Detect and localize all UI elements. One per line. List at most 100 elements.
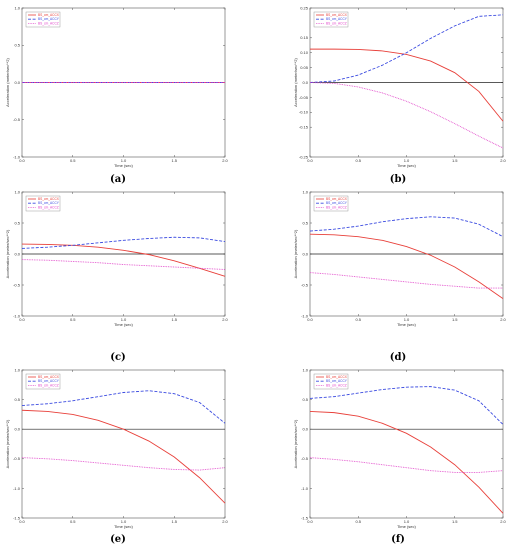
y-tick-label: 0.25 bbox=[300, 5, 309, 10]
x-axis-label: Time (sec) bbox=[114, 322, 133, 327]
x-tick-label: 1.5 bbox=[452, 317, 458, 322]
plot-frame bbox=[21, 369, 226, 519]
legend-box bbox=[313, 11, 349, 28]
legend-label: BS_cm_ACCX bbox=[38, 13, 60, 17]
x-tick-label: 2.0 bbox=[222, 317, 228, 322]
y-axis-label: Acceleration (meter/sec**2) bbox=[5, 419, 10, 468]
legend-label: BS_cm_ACCZ bbox=[326, 21, 347, 25]
series-line bbox=[309, 233, 504, 300]
panel-caption: (e) bbox=[110, 534, 126, 545]
legend-label: BS_cm_ACCY bbox=[38, 201, 60, 205]
y-tick-label: 0.5 bbox=[14, 220, 20, 225]
y-tick-label: 0.5 bbox=[302, 397, 308, 402]
legend-label: BS_cm_ACCX bbox=[38, 375, 60, 379]
x-axis-label: Time (sec) bbox=[114, 524, 133, 529]
legend-label: BS_cm_ACCX bbox=[326, 13, 348, 17]
x-tick-label: 1.0 bbox=[404, 317, 410, 322]
series-line bbox=[309, 457, 504, 473]
y-tick-label: -0.5 bbox=[13, 117, 21, 122]
x-tick-label: 0.0 bbox=[19, 158, 25, 163]
x-tick-label: 0.0 bbox=[19, 317, 25, 322]
x-tick-label: 0.5 bbox=[355, 317, 361, 322]
panel-caption: (d) bbox=[390, 352, 406, 363]
series-line bbox=[21, 236, 226, 249]
x-tick-label: 0.5 bbox=[355, 158, 361, 163]
y-tick-label: 0.0 bbox=[14, 427, 20, 432]
y-tick-label: -1.0 bbox=[301, 486, 309, 491]
y-tick-label: 0.10 bbox=[300, 50, 309, 55]
legend-box bbox=[25, 373, 61, 390]
x-tick-label: 1.0 bbox=[121, 519, 127, 524]
panel-caption: (a) bbox=[110, 174, 126, 185]
series-line bbox=[21, 390, 226, 424]
y-tick-label: -1.0 bbox=[13, 313, 21, 318]
x-tick-label: 0.0 bbox=[307, 317, 313, 322]
chart-panel: 0.0 0.5 1.0 1.5 2.0 0.25 0.15 0.10 0.05 0.0 -0.05 -… bbox=[293, 5, 507, 185]
y-tick-label: 1.0 bbox=[14, 5, 20, 10]
panel-caption: (f) bbox=[391, 534, 405, 545]
x-axis-label: Time (sec) bbox=[397, 322, 416, 327]
y-tick-label: -1.0 bbox=[301, 313, 309, 318]
legend-box bbox=[313, 373, 349, 390]
y-tick-label: 1.0 bbox=[14, 189, 20, 194]
y-tick-label: 0.5 bbox=[14, 397, 20, 402]
legend-box bbox=[25, 11, 61, 28]
legend-label: BS_cm_ACCX bbox=[326, 197, 348, 201]
legend-label: BS_cm_ACCY bbox=[326, 201, 348, 205]
y-tick-label: 0.5 bbox=[14, 43, 20, 48]
y-tick-label: 1.0 bbox=[302, 367, 308, 372]
legend-label: BS_cm_ACCY bbox=[326, 379, 348, 383]
legend-label: BS_cm_ACCZ bbox=[38, 205, 59, 209]
legend-label: BS_cm_ACCY bbox=[326, 17, 348, 21]
y-tick-label: 0.05 bbox=[300, 65, 309, 70]
y-tick-label: -0.05 bbox=[299, 95, 309, 100]
y-tick-label: 0.0 bbox=[302, 251, 308, 256]
y-axis-label: Acceleration (meter/sec**2) bbox=[293, 229, 298, 278]
series-line bbox=[309, 216, 504, 238]
series-line bbox=[309, 14, 504, 83]
x-tick-label: 2.0 bbox=[222, 158, 228, 163]
chart-panel: 0.0 0.5 1.0 1.5 2.0 1.0 0.5 0.0 -0.5 -1.0 Time (se… bbox=[5, 5, 229, 185]
y-tick-label: -0.25 bbox=[299, 154, 309, 159]
legend-box bbox=[25, 195, 61, 212]
legend-label: BS_cm_ACCX bbox=[38, 197, 60, 201]
x-axis-label: Time (sec) bbox=[114, 163, 133, 168]
chart-panel: 0.0 0.5 1.0 1.5 2.0 1.0 0.5 0.0 -0.5 -1.0 -1.5 Time… bbox=[5, 367, 229, 545]
y-tick-label: -0.5 bbox=[13, 456, 21, 461]
x-tick-label: 2.0 bbox=[500, 317, 506, 322]
series-line bbox=[309, 386, 504, 425]
chart-panel: 0.0 0.5 1.0 1.5 2.0 1.0 0.5 0.0 -0.5 -1.0 Time (se… bbox=[5, 189, 229, 363]
legend-label: BS_cm_ACCY bbox=[38, 379, 60, 383]
y-tick-label: 1.0 bbox=[302, 189, 308, 194]
y-tick-label: -1.5 bbox=[301, 515, 309, 520]
x-tick-label: 1.5 bbox=[452, 158, 458, 163]
x-tick-label: 2.0 bbox=[222, 519, 228, 524]
panel-caption: (b) bbox=[390, 174, 406, 185]
x-tick-label: 0.0 bbox=[19, 519, 25, 524]
y-tick-label: -1.5 bbox=[13, 515, 21, 520]
y-tick-label: -0.5 bbox=[13, 282, 21, 287]
x-tick-label: 1.0 bbox=[404, 519, 410, 524]
y-tick-label: -1.0 bbox=[13, 154, 21, 159]
x-tick-label: 0.5 bbox=[70, 519, 76, 524]
x-tick-label: 1.0 bbox=[121, 317, 127, 322]
y-axis-label: Acceleration (meter/sec**2) bbox=[5, 57, 10, 106]
y-tick-label: 0.0 bbox=[302, 80, 308, 85]
series-line bbox=[309, 410, 504, 514]
series-line bbox=[21, 409, 226, 504]
x-tick-label: 1.5 bbox=[171, 158, 177, 163]
legend-label: BS_cm_ACCZ bbox=[38, 21, 59, 25]
panel-caption: (c) bbox=[110, 352, 126, 363]
x-tick-label: 0.5 bbox=[70, 317, 76, 322]
legend-label: BS_cm_ACCY bbox=[38, 17, 60, 21]
x-tick-label: 1.5 bbox=[452, 519, 458, 524]
x-tick-label: 0.5 bbox=[355, 519, 361, 524]
y-tick-label: 0.0 bbox=[302, 427, 308, 432]
y-tick-label: 1.0 bbox=[14, 367, 20, 372]
y-tick-label: -0.15 bbox=[299, 125, 309, 130]
x-axis-label: Time (sec) bbox=[397, 163, 416, 168]
x-tick-label: 0.0 bbox=[307, 519, 313, 524]
chart-panel: 0.0 0.5 1.0 1.5 2.0 1.0 0.5 0.0 -0.5 -1.0 Time (se… bbox=[293, 189, 507, 363]
y-tick-label: 0.0 bbox=[14, 80, 20, 85]
